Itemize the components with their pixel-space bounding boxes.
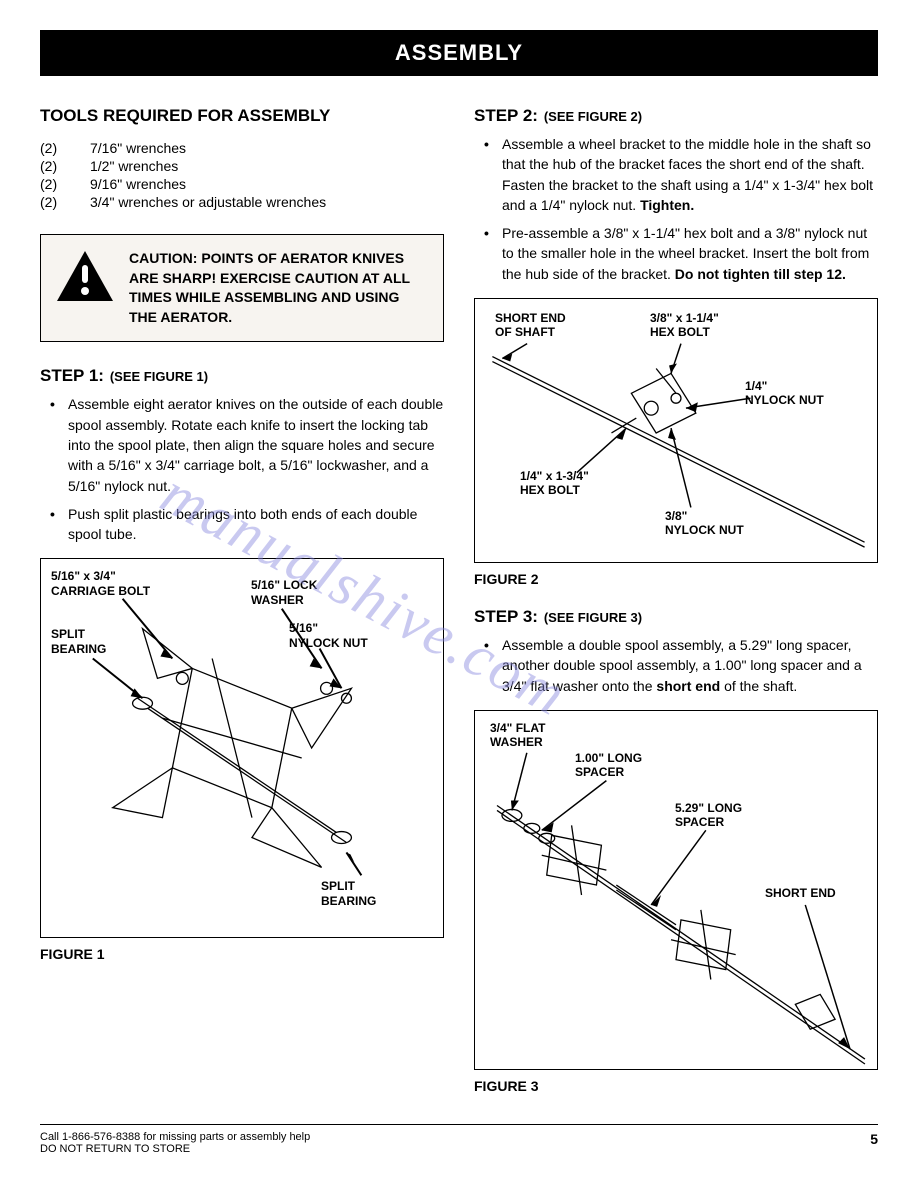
figure3-box: 3/4" FLAT WASHER 1.00" LONG SPACER 5.29"… xyxy=(474,710,878,1070)
figure1-drawing xyxy=(41,559,443,937)
figure2-drawing xyxy=(475,299,877,562)
step1-bullets: Assemble eight aerator knives on the out… xyxy=(40,394,444,544)
tool-row: (2) 7/16" wrenches xyxy=(40,140,444,156)
tool-desc: 1/2" wrenches xyxy=(90,158,178,174)
step2-sub: (SEE FIGURE 2) xyxy=(544,109,642,124)
step1-sub: (SEE FIGURE 1) xyxy=(110,369,208,384)
caution-text: CAUTION: POINTS OF AERATOR KNIVES ARE SH… xyxy=(129,249,429,327)
main-columns: TOOLS REQUIRED FOR ASSEMBLY (2) 7/16" wr… xyxy=(40,106,878,1094)
tool-qty: (2) xyxy=(40,158,90,174)
tool-desc: 9/16" wrenches xyxy=(90,176,186,192)
caution-box: CAUTION: POINTS OF AERATOR KNIVES ARE SH… xyxy=(40,234,444,342)
step1-head: STEP 1: (SEE FIGURE 1) xyxy=(40,366,444,386)
tool-desc: 3/4" wrenches or adjustable wrenches xyxy=(90,194,326,210)
step3-head: STEP 3: (SEE FIGURE 3) xyxy=(474,607,878,627)
tools-heading: TOOLS REQUIRED FOR ASSEMBLY xyxy=(40,106,444,126)
step2-head: STEP 2: (SEE FIGURE 2) xyxy=(474,106,878,126)
step1-bullet: Assemble eight aerator knives on the out… xyxy=(40,394,444,495)
tool-qty: (2) xyxy=(40,140,90,156)
step2-title: STEP 2: xyxy=(474,106,538,125)
step3-title: STEP 3: xyxy=(474,607,538,626)
step2-bullet: Pre-assemble a 3/8" x 1-1/4" hex bolt an… xyxy=(474,223,878,284)
left-column: TOOLS REQUIRED FOR ASSEMBLY (2) 7/16" wr… xyxy=(40,106,444,1094)
tool-qty: (2) xyxy=(40,194,90,210)
tool-list: (2) 7/16" wrenches (2) 1/2" wrenches (2)… xyxy=(40,140,444,210)
step3-sub: (SEE FIGURE 3) xyxy=(544,610,642,625)
footer-left: Call 1-866-576-8388 for missing parts or… xyxy=(40,1131,310,1155)
figure2-box: SHORT END OF SHAFT 3/8" x 1-1/4" HEX BOL… xyxy=(474,298,878,563)
page-number: 5 xyxy=(870,1131,878,1155)
step2-bullets: Assemble a wheel bracket to the middle h… xyxy=(474,134,878,284)
tool-row: (2) 1/2" wrenches xyxy=(40,158,444,174)
footer-line2: DO NOT RETURN TO STORE xyxy=(40,1143,310,1155)
tool-row: (2) 9/16" wrenches xyxy=(40,176,444,192)
header-bar: ASSEMBLY xyxy=(40,30,878,76)
warning-icon xyxy=(55,249,115,303)
figure3-drawing xyxy=(475,711,877,1069)
step2-bullet: Assemble a wheel bracket to the middle h… xyxy=(474,134,878,215)
figure1-box: 5/16" x 3/4" CARRIAGE BOLT 5/16" LOCK WA… xyxy=(40,558,444,938)
step3-bullets: Assemble a double spool assembly, a 5.29… xyxy=(474,635,878,696)
step3-bullet: Assemble a double spool assembly, a 5.29… xyxy=(474,635,878,696)
right-column: STEP 2: (SEE FIGURE 2) Assemble a wheel … xyxy=(474,106,878,1094)
header-title: ASSEMBLY xyxy=(395,40,523,65)
footer: Call 1-866-576-8388 for missing parts or… xyxy=(40,1124,878,1155)
tool-qty: (2) xyxy=(40,176,90,192)
step1-bullet: Push split plastic bearings into both en… xyxy=(40,504,444,545)
tool-desc: 7/16" wrenches xyxy=(90,140,186,156)
figure1-caption: FIGURE 1 xyxy=(40,946,444,962)
footer-line1: Call 1-866-576-8388 for missing parts or… xyxy=(40,1131,310,1143)
step1-title: STEP 1: xyxy=(40,366,104,385)
figure3-caption: FIGURE 3 xyxy=(474,1078,878,1094)
figure2-caption: FIGURE 2 xyxy=(474,571,878,587)
tool-row: (2) 3/4" wrenches or adjustable wrenches xyxy=(40,194,444,210)
